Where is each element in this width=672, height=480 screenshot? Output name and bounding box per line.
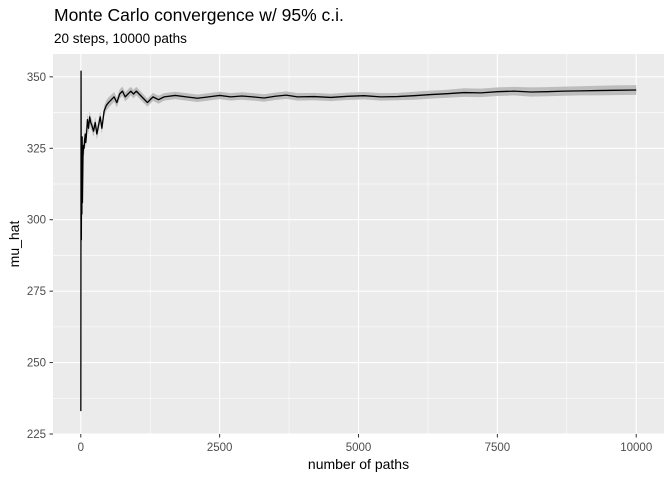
chart-subtitle: 20 steps, 10000 paths [54, 31, 187, 46]
y-tick-label: 225 [27, 429, 46, 441]
y-tick-label: 275 [27, 286, 46, 298]
y-tick-label: 350 [27, 72, 46, 84]
y-axis-label: mu_hat [6, 221, 22, 268]
x-axis-label: number of paths [308, 456, 409, 472]
y-tick-label: 250 [27, 358, 46, 370]
x-tick-label: 2500 [207, 442, 233, 454]
x-tick-label: 5000 [346, 442, 372, 454]
x-tick-label: 0 [78, 442, 84, 454]
y-axis: 225 250 275 300 325 350 [27, 72, 53, 441]
chart-title: Monte Carlo convergence w/ 95% c.i. [54, 5, 344, 25]
x-axis: 0 2500 5000 7500 10000 [78, 434, 652, 454]
mean-line [80, 70, 637, 412]
y-tick-label: 325 [27, 143, 46, 155]
y-tick-label: 300 [27, 215, 46, 227]
x-tick-label: 10000 [620, 442, 652, 454]
x-tick-label: 7500 [485, 442, 511, 454]
